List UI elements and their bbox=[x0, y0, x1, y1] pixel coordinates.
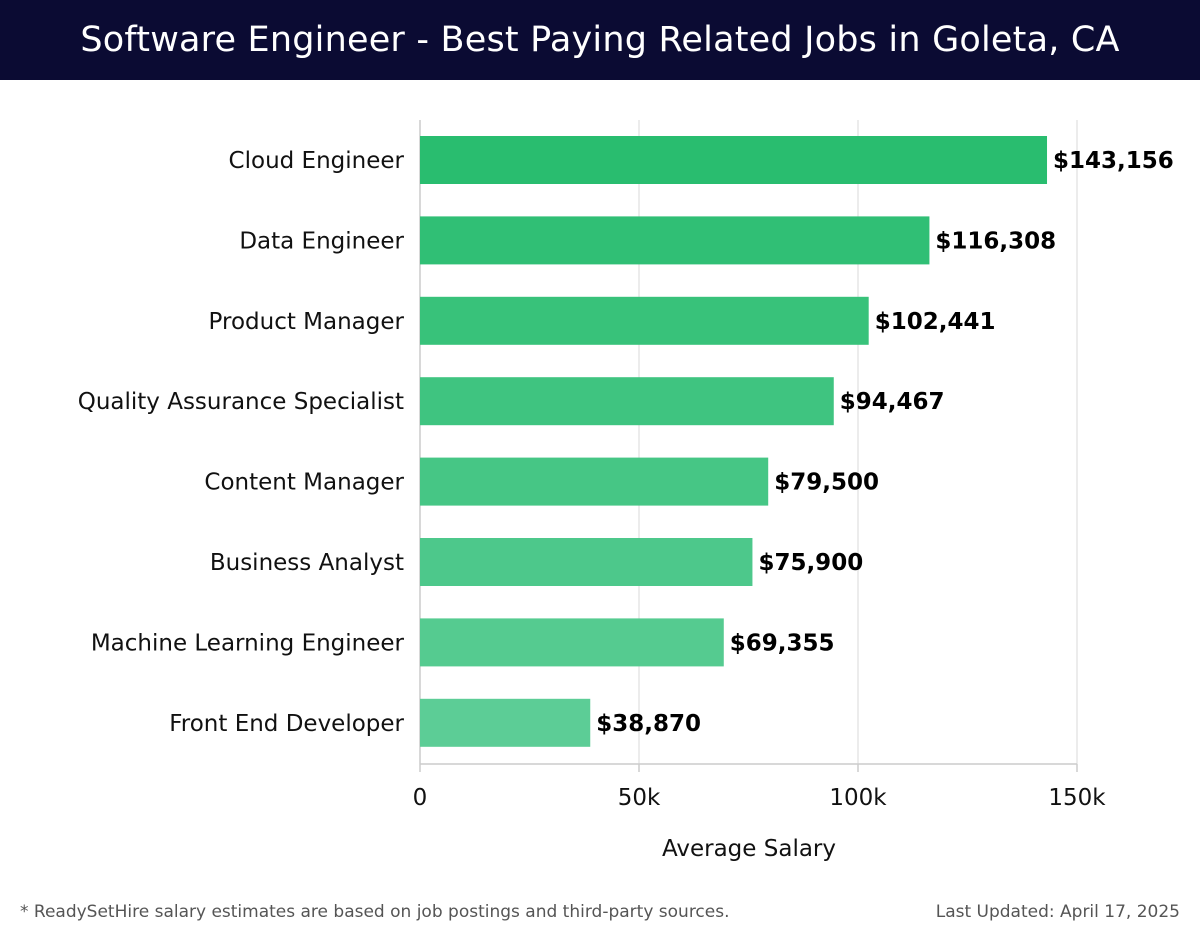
category-label: Data Engineer bbox=[239, 228, 404, 254]
footnote: * ReadySetHire salary estimates are base… bbox=[20, 902, 730, 922]
bar bbox=[420, 136, 1048, 184]
bar bbox=[420, 698, 591, 747]
category-label: Business Analyst bbox=[210, 550, 404, 576]
x-axis-title: Average Salary bbox=[662, 836, 836, 862]
value-label: $94,467 bbox=[840, 389, 945, 415]
x-tick-labels: 0 50k 100k 150k bbox=[413, 785, 1107, 811]
value-label: $116,308 bbox=[935, 228, 1056, 254]
bar bbox=[420, 538, 753, 586]
category-label: Product Manager bbox=[209, 309, 405, 335]
bar bbox=[420, 216, 930, 265]
category-labels: Cloud Engineer Data Engineer Product Manag… bbox=[78, 148, 405, 737]
category-label: Quality Assurance Specialist bbox=[78, 389, 404, 415]
category-label: Content Manager bbox=[204, 470, 404, 496]
x-tick-label: 100k bbox=[829, 785, 887, 811]
value-label: $38,870 bbox=[596, 711, 701, 737]
category-label: Cloud Engineer bbox=[229, 148, 405, 174]
salary-bar-chart: Cloud Engineer Data Engineer Product Manag… bbox=[78, 120, 1174, 862]
category-label: Front End Developer bbox=[169, 711, 404, 737]
value-label: $102,441 bbox=[875, 309, 996, 335]
x-tick-label: 150k bbox=[1048, 785, 1106, 811]
value-labels: $143,156 $116,308 $102,441 $94,467 $79,500 $7… bbox=[596, 148, 1174, 737]
bars bbox=[420, 136, 1048, 747]
value-label: $143,156 bbox=[1053, 148, 1174, 174]
header-banner: Software Engineer - Best Paying Related … bbox=[0, 0, 1200, 80]
bar bbox=[420, 296, 869, 345]
x-tick-label: 50k bbox=[618, 785, 661, 811]
bar bbox=[420, 457, 769, 506]
value-label: $69,355 bbox=[730, 630, 835, 656]
page-title: Software Engineer - Best Paying Related … bbox=[80, 20, 1120, 60]
value-label: $79,500 bbox=[774, 470, 879, 496]
x-tick-label: 0 bbox=[413, 785, 428, 811]
last-updated: Last Updated: April 17, 2025 bbox=[935, 902, 1180, 922]
bar bbox=[420, 377, 834, 426]
category-label: Machine Learning Engineer bbox=[91, 630, 405, 656]
bar bbox=[420, 618, 724, 667]
value-label: $75,900 bbox=[758, 550, 863, 576]
